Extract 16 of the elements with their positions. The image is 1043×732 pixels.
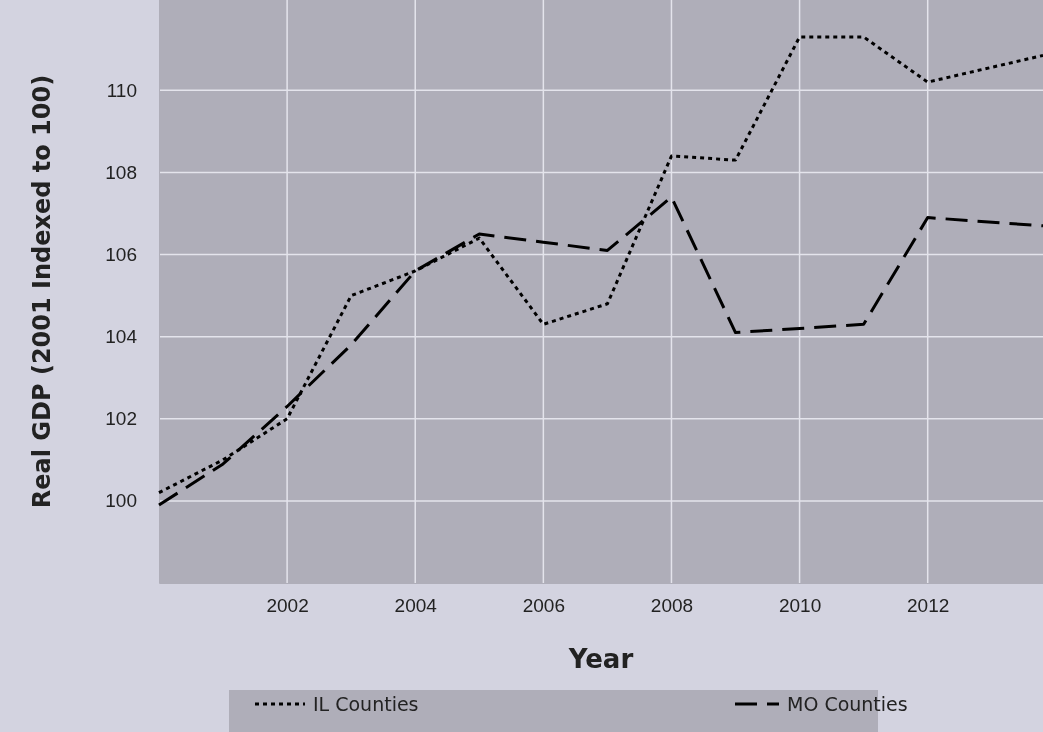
x-tick-label: 2010 [778, 595, 822, 617]
x-tick-label: 2006 [522, 595, 565, 617]
x-tick-label: 2004 [394, 595, 438, 617]
x-axis-title: Year [567, 644, 634, 674]
x-tick-label: 2008 [650, 595, 694, 617]
y-tick-label: 106 [105, 244, 137, 266]
y-tick-label: 108 [105, 162, 137, 184]
y-tick-label: 104 [105, 326, 138, 348]
y-tick-label: 102 [105, 408, 137, 430]
y-tick-label: 110 [106, 79, 137, 101]
y-axis-title: Real GDP (2001 Indexed to 100) [28, 74, 56, 509]
legend-label: MO Counties [787, 693, 908, 715]
y-tick-label: 100 [105, 490, 137, 512]
legend-label: IL Counties [313, 693, 419, 715]
x-tick-label: 2012 [907, 595, 950, 617]
x-tick-label: 2002 [266, 595, 309, 617]
